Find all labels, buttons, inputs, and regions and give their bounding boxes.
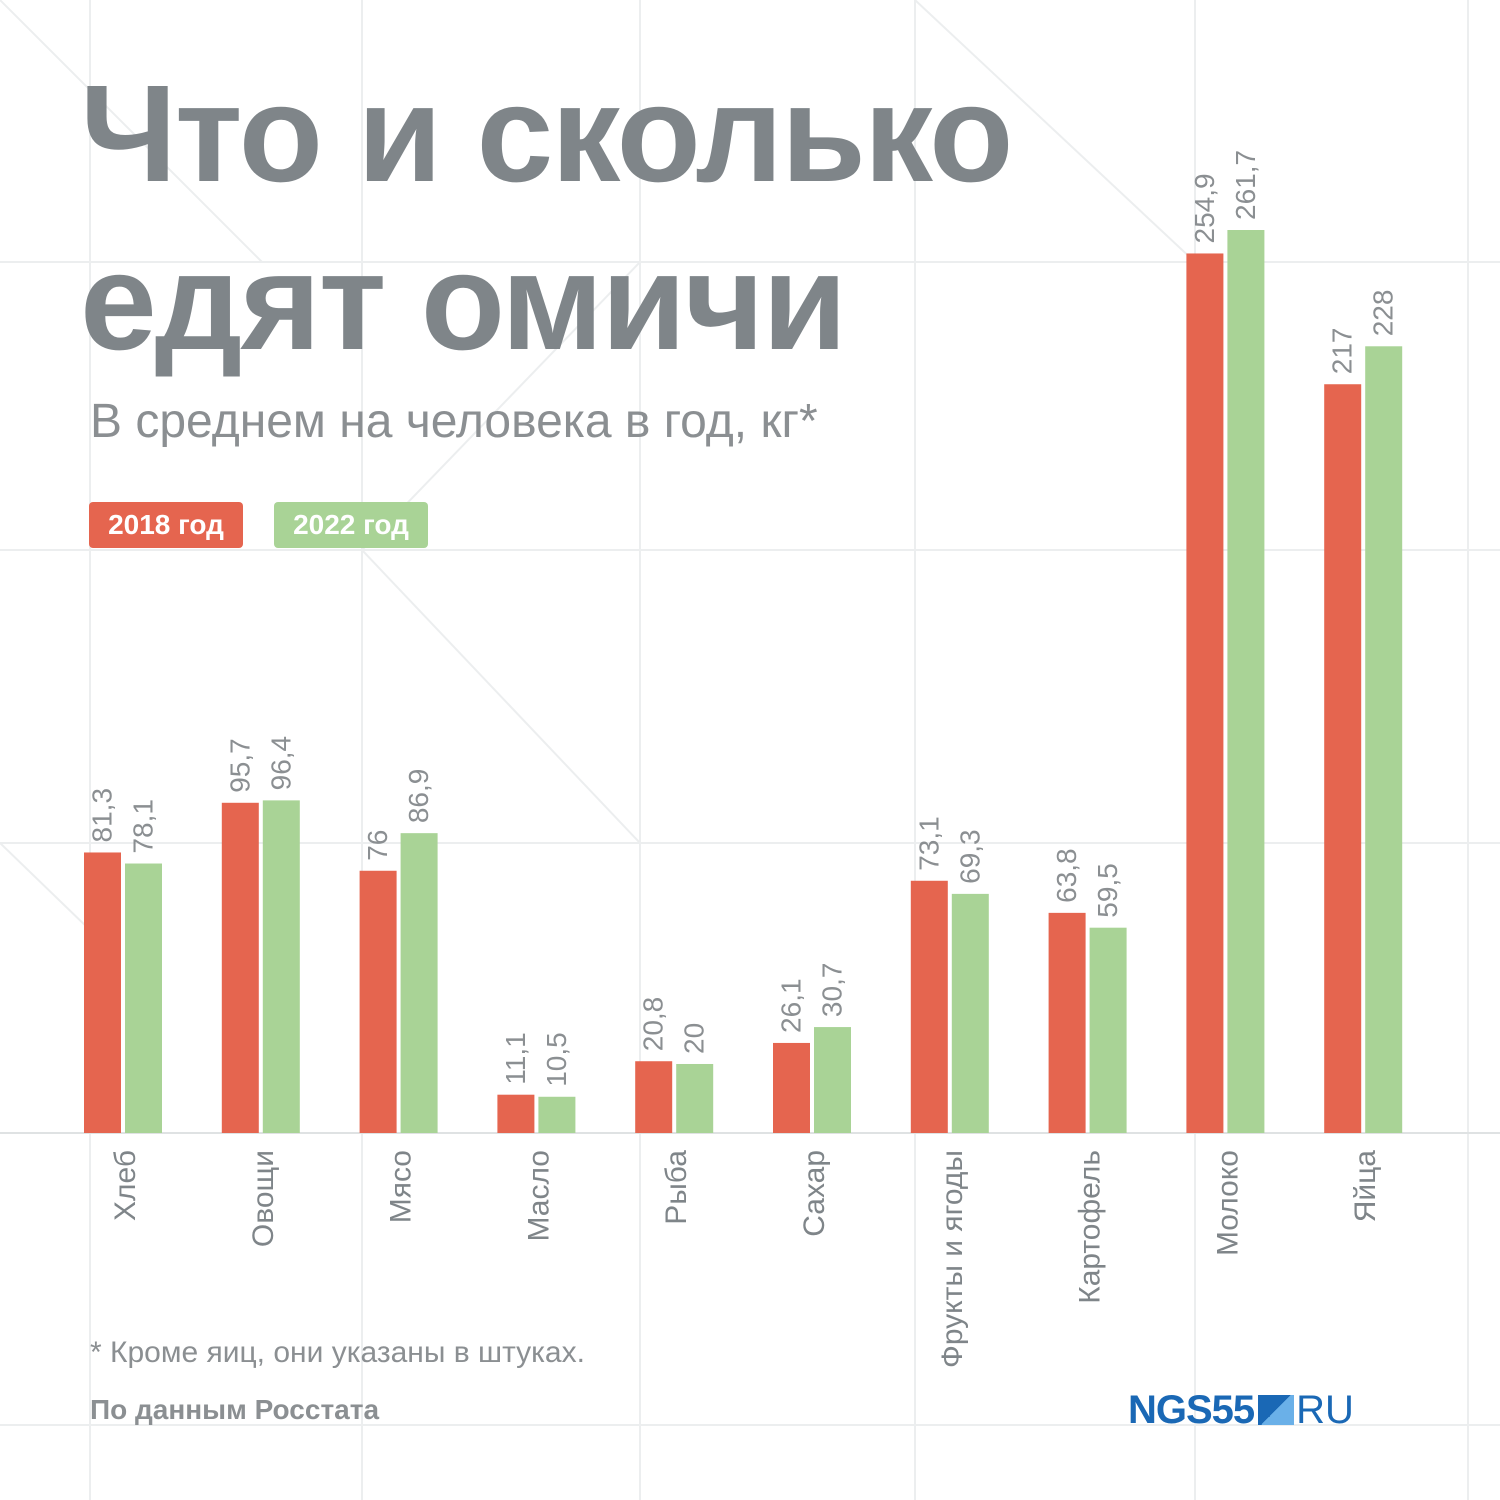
ngs55-logo: NGS55 RU <box>1128 1388 1354 1432</box>
category-label-7: Картофель <box>1074 1150 1107 1304</box>
bar-2022-9 <box>1365 346 1403 1134</box>
category-label-1: Овощи <box>247 1150 280 1247</box>
value-label-2018-0: 81,3 <box>87 788 118 843</box>
bar-2022-4 <box>676 1063 714 1133</box>
value-label-2018-3: 11,1 <box>500 1032 531 1084</box>
category-label-4: Рыба <box>660 1150 693 1225</box>
legend-2022: 2022 год <box>274 502 428 548</box>
bar-2022-5 <box>814 1027 851 1133</box>
category-label-3: Масло <box>522 1150 555 1242</box>
value-label-2018-7: 63,8 <box>1051 848 1082 903</box>
logo-text-ru: RU <box>1296 1388 1354 1432</box>
logo-square-icon <box>1258 1395 1295 1425</box>
bar-2022-8 <box>1227 230 1265 1133</box>
value-label-2018-2: 76 <box>362 830 393 861</box>
bar-2022-1 <box>262 800 300 1133</box>
title-line-1: Что и сколько <box>80 57 1013 211</box>
subtitle: В среднем на человека в год, кг* <box>90 395 818 448</box>
bar-2022-2 <box>400 833 438 1133</box>
bar-2018-7 <box>1048 912 1086 1133</box>
source-note: По данным Росстата <box>90 1394 380 1425</box>
title-line-2: едят омичи <box>80 225 847 379</box>
bar-2022-6 <box>951 893 989 1133</box>
value-label-2022-7: 59,5 <box>1092 863 1123 918</box>
bar-2018-9 <box>1324 384 1362 1134</box>
value-label-2022-0: 78,1 <box>128 799 159 854</box>
value-label-2018-8: 254,9 <box>1189 173 1220 243</box>
value-label-2022-8: 261,7 <box>1230 150 1261 220</box>
category-label-0: Хлеб <box>109 1150 142 1221</box>
value-label-2018-1: 95,7 <box>224 738 255 793</box>
value-label-2022-5: 30,7 <box>817 963 848 1018</box>
value-label-2022-1: 96,4 <box>265 736 296 791</box>
category-label-5: Сахар <box>798 1150 831 1237</box>
value-label-2022-2: 86,9 <box>403 769 434 824</box>
bar-2018-5 <box>773 1042 810 1133</box>
value-label-2022-9: 228 <box>1368 290 1399 337</box>
bar-2018-6 <box>910 880 948 1133</box>
category-label-9: Яйца <box>1349 1150 1382 1223</box>
value-label-2018-4: 20,8 <box>638 997 669 1052</box>
category-label-2: Мясо <box>385 1150 418 1223</box>
value-label-2018-5: 26,1 <box>776 978 807 1033</box>
bar-2018-8 <box>1186 253 1224 1133</box>
bar-2022-0 <box>125 863 162 1133</box>
value-label-2018-9: 217 <box>1327 328 1358 375</box>
legend-2018: 2018 год <box>89 502 243 548</box>
value-label-2022-3: 10,5 <box>541 1032 572 1087</box>
bar-2022-3 <box>538 1096 576 1133</box>
value-label-2022-6: 69,3 <box>954 829 985 884</box>
value-label-2018-6: 73,1 <box>913 816 944 871</box>
footnote: * Кроме яиц, они указаны в штуках. <box>90 1336 585 1369</box>
value-label-2022-4: 20 <box>679 1023 710 1054</box>
bar-2018-4 <box>635 1061 673 1133</box>
bar-2018-3 <box>497 1094 535 1133</box>
category-label-6: Фрукты и ягоды <box>936 1150 969 1368</box>
logo-text-ngs55: NGS55 <box>1128 1388 1255 1432</box>
bar-2018-2 <box>359 870 397 1133</box>
bar-2022-7 <box>1089 927 1127 1133</box>
bar-2018-1 <box>221 802 259 1133</box>
page-title: Что и сколько едят омичи <box>80 50 1013 386</box>
category-label-8: Молоко <box>1211 1150 1244 1256</box>
bar-2018-0 <box>84 852 121 1133</box>
